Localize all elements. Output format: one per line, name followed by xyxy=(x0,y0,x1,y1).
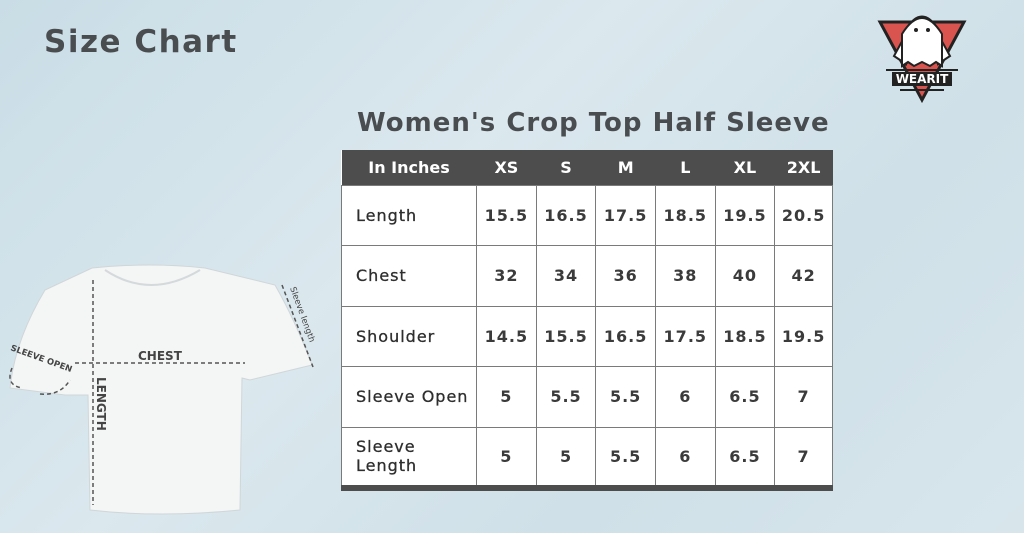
header-cell: In Inches xyxy=(368,157,450,177)
header-cell: 2XL xyxy=(786,157,821,177)
table-cell: 16.5 xyxy=(595,305,656,367)
table-cell: 5.5 xyxy=(595,366,656,428)
row-label: Sleeve Length xyxy=(340,426,478,488)
table-cell: 38 xyxy=(654,245,716,307)
header-cell: XL xyxy=(733,157,757,177)
table-cell: 5 xyxy=(535,426,597,488)
page-title: Size Chart xyxy=(44,24,238,60)
table-cell: 36 xyxy=(595,245,656,307)
table-cell: 40 xyxy=(714,245,776,307)
logo-text: WEARIT xyxy=(896,72,949,86)
table-cell: 42 xyxy=(774,245,833,307)
table-cell: 5 xyxy=(476,426,537,488)
table-cell: 7 xyxy=(774,366,833,428)
size-table: In Inches XS S M L XL 2XL Length 15.5 16.5… xyxy=(340,150,833,491)
table-cell: 18.5 xyxy=(654,184,716,246)
table-cell: 5 xyxy=(476,366,537,428)
table-cell: 17.5 xyxy=(595,184,656,246)
table-cell: 17.5 xyxy=(654,305,716,367)
row-label: Length xyxy=(340,184,478,246)
table-cell: 6.5 xyxy=(714,366,776,428)
crop-top-diagram: CHEST LENGTH SLEEVE OPEN Sleeve length xyxy=(9,264,317,515)
table-cell: 34 xyxy=(535,245,597,307)
wearit-logo: WEARIT xyxy=(877,15,967,104)
table-cell: 6 xyxy=(654,366,716,428)
chest-label: CHEST xyxy=(138,349,183,363)
table-cell: 16.5 xyxy=(535,184,597,246)
table-cell: 14.5 xyxy=(476,305,537,367)
table-cell: 6.5 xyxy=(714,426,776,488)
chart-title: Women's Crop Top Half Sleeve xyxy=(357,108,830,138)
table-cell: 6 xyxy=(654,426,716,488)
row-label: Shoulder xyxy=(340,305,478,367)
table-cell: 15.5 xyxy=(535,305,597,367)
table-cell: 5.5 xyxy=(595,426,656,488)
table-cell: 32 xyxy=(476,245,537,307)
table-row: Sleeve Length 5 5 5.5 6 6.5 7 xyxy=(340,426,833,488)
table-cell: 5.5 xyxy=(535,366,597,428)
header-cell: M xyxy=(617,157,634,177)
table-header-row: In Inches XS S M L XL 2XL xyxy=(341,150,833,185)
row-label: Sleeve Open xyxy=(340,366,478,428)
table-cell: 15.5 xyxy=(476,184,537,246)
table-cell: 19.5 xyxy=(714,184,776,246)
table-cell: 18.5 xyxy=(714,305,776,367)
row-label: Chest xyxy=(340,245,478,307)
length-label: LENGTH xyxy=(94,377,108,431)
table-cell: 19.5 xyxy=(774,305,833,367)
header-cell: L xyxy=(680,157,691,177)
table-row: Chest 32 34 36 38 40 42 xyxy=(340,245,833,307)
header-cell: S xyxy=(560,157,572,177)
table-row: Shoulder 14.5 15.5 16.5 17.5 18.5 19.5 xyxy=(340,305,833,367)
table-row: Sleeve Open 5 5.5 5.5 6 6.5 7 xyxy=(340,366,833,428)
table-row: Length 15.5 16.5 17.5 18.5 19.5 20.5 xyxy=(340,184,833,246)
table-cell: 20.5 xyxy=(774,184,833,246)
header-cell: XS xyxy=(494,157,519,177)
table-cell: 7 xyxy=(774,426,833,488)
